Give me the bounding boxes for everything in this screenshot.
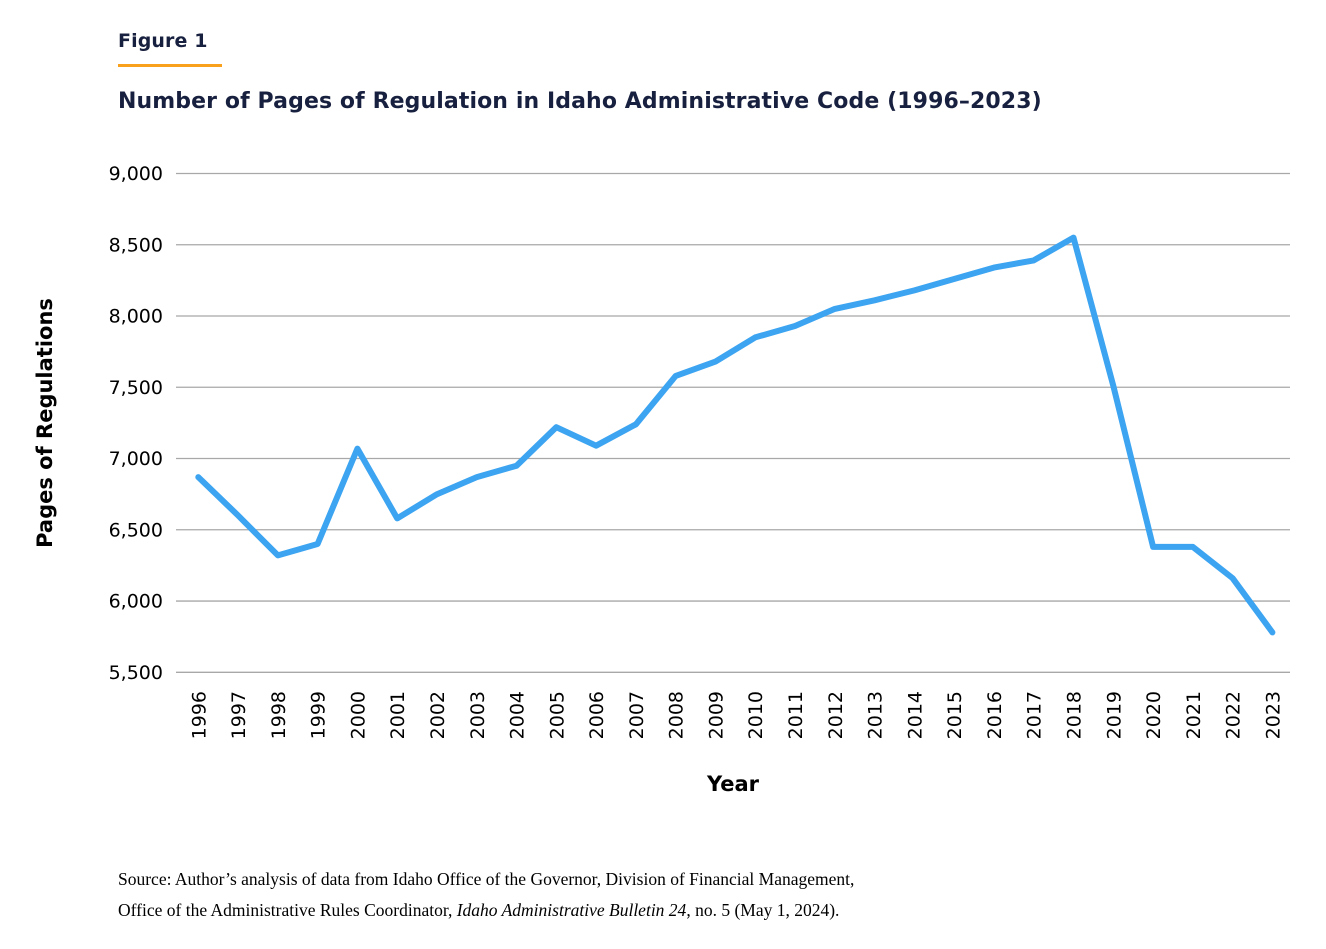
y-tick-label: 9,000 bbox=[109, 163, 163, 185]
chart-title: Number of Pages of Regulation in Idaho A… bbox=[118, 89, 1042, 114]
line-chart: 9,000 8,500 8,000 7,500 7,000 6,500 6,000 5,500… bbox=[33, 163, 1290, 796]
x-tick-label: 1996 bbox=[188, 691, 210, 739]
y-tick-label: 8,500 bbox=[109, 234, 163, 256]
x-tick-label: 1998 bbox=[268, 691, 290, 739]
x-tick-label: 2002 bbox=[427, 691, 449, 739]
x-tick-label: 2010 bbox=[745, 691, 767, 739]
x-tick-label: 2007 bbox=[626, 691, 648, 739]
x-tick-label: 2009 bbox=[705, 691, 727, 739]
y-tick-label: 7,500 bbox=[109, 377, 163, 399]
x-tick-label: 2023 bbox=[1262, 691, 1284, 739]
x-tick-label: 2001 bbox=[387, 691, 409, 739]
x-tick-label: 2018 bbox=[1063, 691, 1085, 739]
y-tick-label: 7,000 bbox=[109, 448, 163, 470]
source-line2-prefix: Office of the Administrative Rules Coord… bbox=[118, 899, 457, 920]
x-tick-label: 2012 bbox=[825, 691, 847, 739]
data-series bbox=[195, 234, 1276, 636]
x-tick-label: 2008 bbox=[666, 691, 688, 739]
x-tick-label: 2020 bbox=[1143, 691, 1165, 739]
x-tick-label: 2006 bbox=[586, 691, 608, 739]
x-tick-label: 2004 bbox=[507, 691, 529, 739]
figure-label: Figure 1 bbox=[118, 30, 208, 52]
x-tick-label: 2017 bbox=[1024, 691, 1046, 739]
source-citation-italic: Idaho Administrative Bulletin 24 bbox=[456, 899, 687, 920]
x-axis-title: Year bbox=[706, 772, 760, 796]
y-axis-tick-labels: 9,000 8,500 8,000 7,500 7,000 6,500 6,000 5,500 bbox=[109, 163, 163, 684]
x-axis-tick-labels: 1996 1997 1998 1999 2000 2001 2002 2003 2004 2005… bbox=[188, 691, 1284, 739]
x-tick-label: 2016 bbox=[984, 691, 1006, 739]
source-note: Source: Author’s analysis of data from I… bbox=[118, 864, 1078, 925]
y-tick-label: 8,000 bbox=[109, 306, 163, 328]
x-tick-label: 2013 bbox=[865, 691, 887, 739]
x-tick-label: 2014 bbox=[904, 691, 926, 739]
y-axis-title: Pages of Regulations bbox=[33, 298, 57, 548]
y-tick-label: 5,500 bbox=[109, 662, 163, 684]
accent-rule bbox=[118, 64, 222, 67]
x-tick-label: 2003 bbox=[467, 691, 489, 739]
x-tick-label: 2000 bbox=[347, 691, 369, 739]
y-tick-label: 6,500 bbox=[109, 519, 163, 541]
x-tick-label: 2005 bbox=[546, 691, 568, 739]
x-tick-label: 2019 bbox=[1103, 691, 1125, 739]
regulation-pages-line bbox=[195, 234, 1276, 636]
x-tick-label: 1999 bbox=[308, 691, 330, 739]
y-tick-label: 6,000 bbox=[109, 591, 163, 613]
x-tick-label: 2015 bbox=[944, 691, 966, 739]
x-tick-label: 2021 bbox=[1183, 691, 1205, 739]
x-tick-label: 2022 bbox=[1223, 691, 1245, 739]
source-line1: Source: Author’s analysis of data from I… bbox=[118, 869, 855, 889]
source-line2-suffix: , no. 5 (May 1, 2024). bbox=[686, 899, 840, 920]
x-tick-label: 2011 bbox=[785, 691, 807, 739]
x-tick-label: 1997 bbox=[228, 691, 250, 739]
gridlines bbox=[176, 172, 1290, 673]
